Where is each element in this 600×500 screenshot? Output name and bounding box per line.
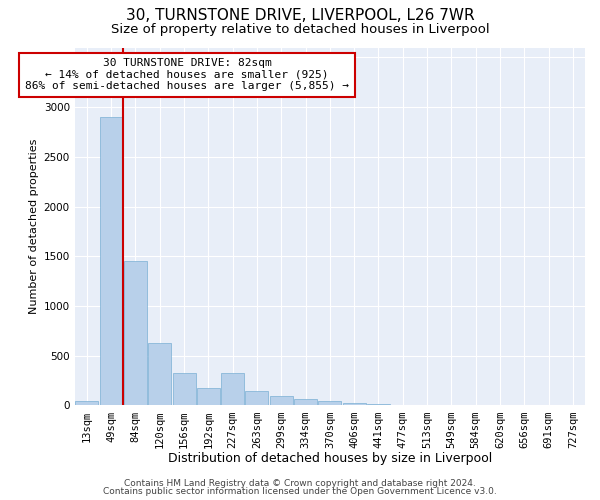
Bar [124,262,147,406]
Bar [221,373,244,406]
Bar [197,388,220,406]
Text: 30 TURNSTONE DRIVE: 82sqm
← 14% of detached houses are smaller (925)
86% of semi: 30 TURNSTONE DRIVE: 82sqm ← 14% of detac… [25,58,349,92]
Text: Size of property relative to detached houses in Liverpool: Size of property relative to detached ho… [110,22,490,36]
Text: Contains HM Land Registry data © Crown copyright and database right 2024.: Contains HM Land Registry data © Crown c… [124,478,476,488]
Text: 30, TURNSTONE DRIVE, LIVERPOOL, L26 7WR: 30, TURNSTONE DRIVE, LIVERPOOL, L26 7WR [125,8,475,22]
Bar [294,399,317,406]
Bar [270,396,293,406]
Y-axis label: Number of detached properties: Number of detached properties [29,139,40,314]
Bar [319,402,341,406]
Text: Contains public sector information licensed under the Open Government Licence v3: Contains public sector information licen… [103,487,497,496]
X-axis label: Distribution of detached houses by size in Liverpool: Distribution of detached houses by size … [168,452,492,465]
Bar [148,344,171,406]
Bar [76,400,98,406]
Bar [173,373,196,406]
Bar [100,117,122,406]
Bar [245,390,268,406]
Bar [367,404,390,406]
Bar [343,403,365,406]
